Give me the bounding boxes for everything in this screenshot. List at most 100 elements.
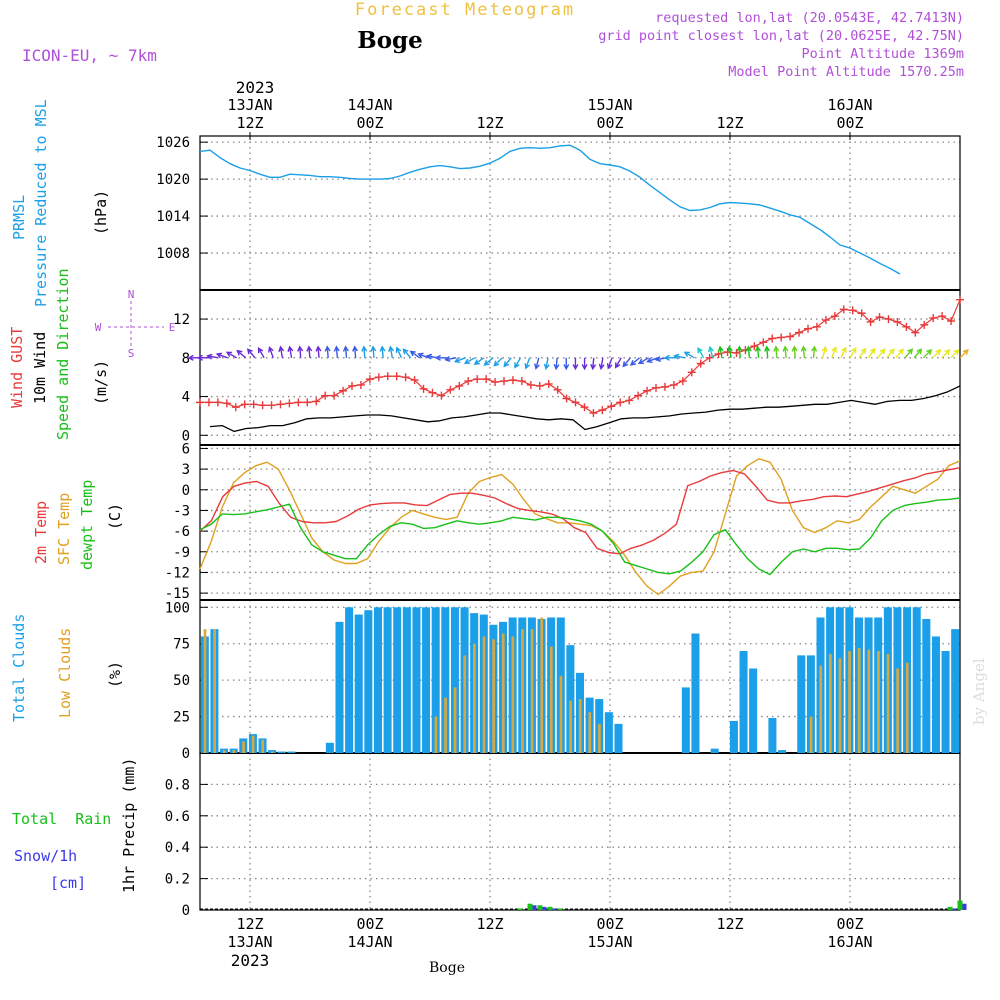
model-altitude: Model Point Altitude 1570.25m <box>728 64 964 80</box>
temperature-ytick-label: 6 <box>182 441 190 457</box>
dewpoint-series <box>199 497 961 576</box>
wind-direction-arrow <box>922 349 933 359</box>
gust-point <box>491 378 500 387</box>
temperature-ytick-label: -3 <box>173 503 190 519</box>
low-cloud-bar <box>857 648 861 753</box>
gust-point <box>455 381 464 390</box>
bottom-hour-label: 00Z <box>596 915 623 933</box>
clouds-ytick-label: 0 <box>182 746 190 762</box>
low-cloud-bar <box>838 658 842 753</box>
pressure-ytick-label: 1026 <box>156 135 190 151</box>
wind-direction-arrow <box>590 357 597 371</box>
wind-direction-arrow <box>352 345 359 358</box>
gust-point <box>464 377 473 386</box>
bottom-date-label: 14JAN <box>347 933 392 951</box>
bottom-date-label: 16JAN <box>827 933 872 951</box>
wind-direction-arrow <box>581 357 588 371</box>
low-cloud-bar <box>828 653 832 753</box>
temperature-ytick-label: 3 <box>182 462 190 478</box>
low-cloud-bar <box>588 712 592 753</box>
low-cloud-bar <box>453 687 457 753</box>
wind-ytick-label: 8 <box>182 351 190 367</box>
wind-direction-arrow <box>553 357 560 371</box>
gust-point <box>616 398 625 407</box>
wind-direction-arrow <box>904 348 914 359</box>
total-cloud-bar <box>691 633 700 753</box>
low-cloud-bar <box>549 646 553 753</box>
total-cloud-bar <box>681 687 690 753</box>
gust-point <box>839 305 848 314</box>
t2m-series <box>199 467 961 555</box>
temperature-ytick-label: -9 <box>173 545 190 561</box>
gust-point <box>517 377 526 386</box>
total-cloud-bar <box>922 618 931 753</box>
total-cloud-bar <box>402 607 411 753</box>
compass-rose: N S W E <box>95 288 176 360</box>
gust-point <box>696 359 705 368</box>
wind-direction-arrow <box>514 357 522 369</box>
low-cloud-bar <box>886 653 890 753</box>
wind-direction-arrow <box>800 345 807 358</box>
point-altitude: Point Altitude 1369m <box>801 46 964 62</box>
total-cloud-bar <box>364 610 373 753</box>
total-cloud-bar <box>710 748 719 753</box>
gust-point <box>535 381 544 390</box>
pressure-series <box>199 144 901 275</box>
gust-point <box>508 376 517 385</box>
top-hour-label: 00Z <box>356 114 383 132</box>
gust-point <box>625 396 634 405</box>
gust-point <box>643 386 652 395</box>
top-hour-label: 12Z <box>716 114 743 132</box>
wind-direction-arrow <box>840 346 847 359</box>
wind-direction-arrow <box>388 345 395 358</box>
gust-point <box>410 376 419 385</box>
pressure-ytick-label: 1008 <box>156 246 190 262</box>
wind-direction-arrow <box>315 345 322 358</box>
gust-point <box>392 372 401 381</box>
credit-watermark: by Angel <box>970 658 988 725</box>
gust-point <box>330 391 339 400</box>
wind-direction-arrow <box>849 347 857 359</box>
gust-point <box>884 315 893 324</box>
total-cloud-bar <box>604 712 613 753</box>
pressure-label-line2: Pressure Reduced to MSL <box>32 99 50 307</box>
gust-point <box>446 385 455 394</box>
total-cloud-bar <box>277 751 286 753</box>
wind-direction-arrow <box>831 346 838 359</box>
gust-point <box>911 328 920 337</box>
wind-speed-series <box>209 385 961 433</box>
precip-ytick-label: 0.4 <box>165 840 190 856</box>
gust-point <box>348 381 356 390</box>
low-cloud-bar <box>819 665 823 753</box>
wind-direction-arrow <box>572 357 579 371</box>
gust-point <box>947 317 956 325</box>
snow-bar <box>962 903 967 910</box>
low-cloud-bar <box>867 649 871 753</box>
pressure-ytick-label: 1014 <box>156 209 190 225</box>
wind-direction-arrow <box>324 345 331 358</box>
wind-direction-arrow <box>563 357 570 371</box>
gust-point <box>401 373 410 382</box>
gust-point <box>607 402 616 411</box>
wind-direction-arrow <box>950 349 960 359</box>
wind-direction-arrow <box>646 357 659 364</box>
footer-location: Boge <box>429 960 465 976</box>
wind-frame <box>199 289 961 446</box>
wind-direction-arrow <box>663 354 677 361</box>
low-cloud-bar <box>444 697 447 753</box>
year-label: 2023 <box>236 78 275 97</box>
gust-label: Wind GUST <box>8 327 26 408</box>
clouds-ytick-label: 75 <box>173 637 190 653</box>
wind-direction-arrow <box>534 357 540 370</box>
wind-direction-arrow <box>598 357 605 371</box>
wind-ytick-label: 0 <box>182 428 190 444</box>
low-cloud-bar <box>501 633 505 753</box>
low-cloud-label: Low Clouds <box>56 628 74 718</box>
total-cloud-bar <box>797 655 806 753</box>
low-cloud-bar <box>222 750 226 753</box>
cloud-unit: (%) <box>106 661 124 688</box>
low-cloud-bar <box>261 739 265 753</box>
chart-title: Forecast Meteogram <box>355 0 575 20</box>
gust-point <box>196 398 204 407</box>
gust-point <box>544 379 553 388</box>
